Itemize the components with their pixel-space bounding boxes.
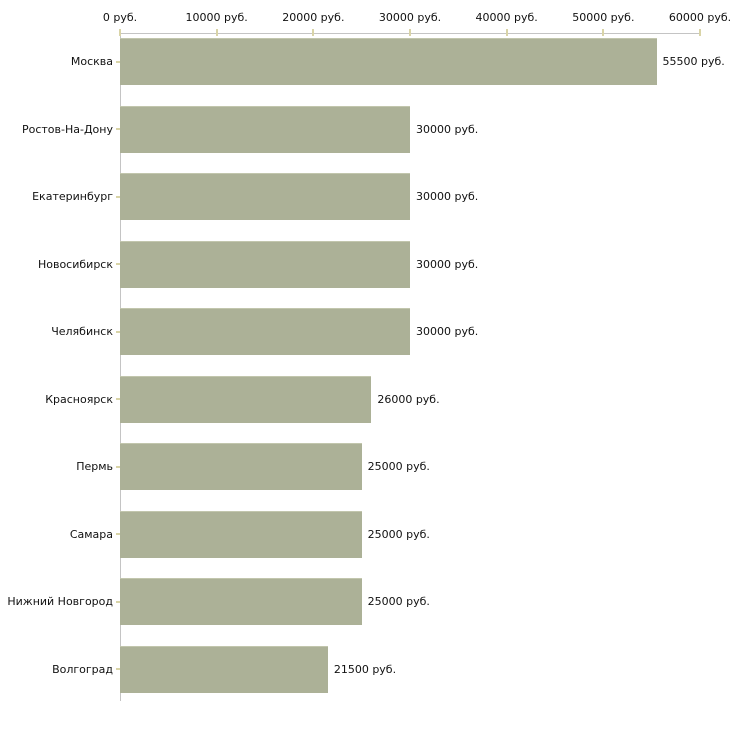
category-label: Москва (70, 55, 113, 69)
bar-row: Пермь 25000 руб. (0, 433, 730, 501)
bar-row: Екатеринбург 30000 руб. (0, 163, 730, 231)
category-label: Челябинск (51, 325, 113, 339)
y-axis-tick-mark (116, 398, 120, 401)
category-label: Волгоград (52, 662, 113, 676)
y-axis-line (120, 33, 121, 701)
x-axis-tick-mark (409, 29, 411, 36)
category-label: Самара (69, 527, 113, 541)
bar-row: Челябинск 30000 руб. (0, 298, 730, 366)
bar (120, 173, 410, 221)
y-axis-tick-mark (116, 465, 120, 468)
x-axis-tick-label: 50000 руб. (572, 11, 635, 24)
x-axis-tick-mark (119, 29, 121, 36)
x-axis-tick-label: 60000 руб. (668, 11, 730, 24)
bar (120, 105, 410, 153)
bar (120, 38, 657, 86)
x-axis-tick-label: 40000 руб. (475, 11, 538, 24)
y-axis-tick-mark (116, 668, 120, 671)
value-label: 25000 руб. (367, 595, 430, 609)
y-axis-tick-mark (116, 195, 120, 198)
value-label: 26000 руб. (377, 392, 440, 406)
value-label: 30000 руб. (416, 257, 479, 271)
value-label: 30000 руб. (416, 190, 479, 204)
x-axis-tick-label: 20000 руб. (282, 11, 345, 24)
y-axis-tick-mark (116, 533, 120, 536)
x-axis-tick-mark (505, 29, 508, 36)
category-label: Красноярск (45, 392, 113, 406)
bar (120, 578, 362, 626)
bar-row: Волгоград 21500 руб. (0, 636, 730, 704)
x-axis-tick-mark (602, 29, 605, 36)
bar (120, 443, 362, 491)
y-axis-tick-mark (116, 600, 120, 603)
x-axis-tick-label: 30000 руб. (378, 11, 442, 24)
category-label: Новосибирск (37, 257, 113, 271)
y-axis-tick-mark (116, 128, 120, 131)
bar (120, 308, 410, 356)
y-axis-tick-mark (116, 330, 120, 333)
value-label: 30000 руб. (416, 325, 479, 339)
bar-row: Москва 55500 руб. (0, 28, 730, 96)
category-label: Екатеринбург (32, 190, 113, 204)
x-axis-tick-mark (699, 29, 701, 36)
x-axis-tick-label: 10000 руб. (185, 11, 248, 24)
value-label: 25000 руб. (367, 527, 430, 541)
value-label: 21500 руб. (333, 662, 397, 676)
value-label: 25000 руб. (367, 460, 430, 474)
value-label: 55500 руб. (662, 55, 725, 69)
bar-row: Нижний Новгород 25000 руб. (0, 568, 730, 636)
category-label: Нижний Новгород (7, 595, 113, 609)
bar (120, 375, 372, 423)
bar-row: Самара 25000 руб. (0, 501, 730, 569)
bar (120, 510, 362, 558)
x-axis-tick-mark (215, 29, 218, 36)
value-label: 30000 руб. (416, 122, 479, 136)
bar-row: Красноярск 26000 руб. (0, 366, 730, 434)
category-label: Пермь (76, 460, 113, 474)
y-axis-tick-mark (116, 263, 120, 266)
x-axis-tick-mark (312, 29, 315, 36)
bar (120, 645, 328, 693)
bar-rows: Москва 55500 руб. Ростов-На-Дону 30000 руб.… (0, 28, 730, 703)
bar-row: Ростов-На-Дону 30000 руб. (0, 96, 730, 164)
bar-row: Новосибирск 30000 руб. (0, 231, 730, 299)
x-axis-tick-label: 0 руб. (102, 11, 138, 24)
bar (120, 240, 410, 288)
y-axis-tick-mark (116, 60, 120, 63)
category-label: Ростов-На-Дону (21, 122, 113, 136)
